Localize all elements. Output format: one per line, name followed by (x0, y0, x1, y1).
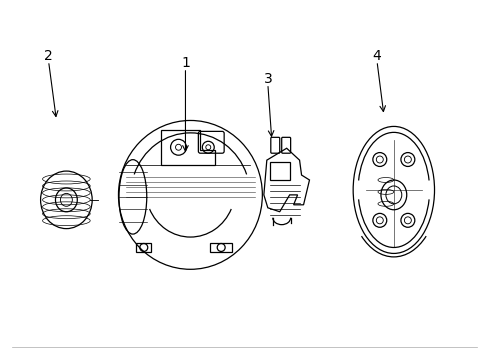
Text: 4: 4 (372, 49, 381, 63)
Text: 3: 3 (263, 72, 272, 86)
Text: 2: 2 (44, 49, 53, 63)
Text: 1: 1 (181, 56, 189, 70)
